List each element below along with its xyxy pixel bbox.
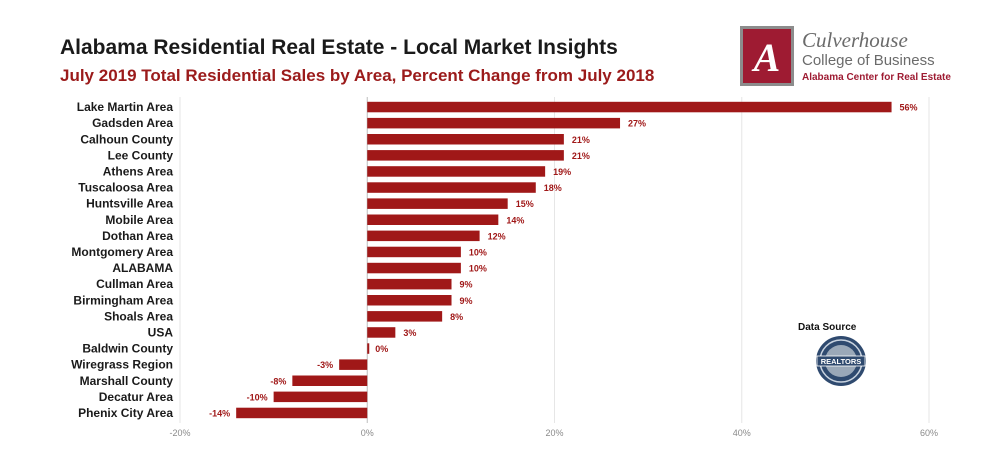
bar [367,295,452,306]
logo-name: Culverhouse [802,28,908,52]
bar-value-label: 21% [572,151,590,161]
bar-value-label: 56% [900,103,918,113]
bar [236,407,368,419]
category-label: Birmingham Area [73,293,173,307]
bar-value-label: 21% [572,135,590,145]
category-label: USA [148,325,174,339]
bar-value-label: 10% [469,264,487,274]
bar-value-label: 8% [450,312,463,322]
bar [367,278,452,290]
category-label: Wiregrass Region [71,358,173,372]
category-label: Gadsden Area [92,116,173,130]
bar [273,391,368,403]
category-label: Athens Area [103,164,174,178]
bar [367,327,396,338]
category-label: Lake Martin Area [77,100,174,114]
bar [367,101,892,113]
category-label: Shoals Area [104,309,173,323]
category-label: Montgomery Area [71,245,173,259]
logo-college: College of Business [802,52,935,69]
category-label: Lee County [108,148,174,162]
bar [367,198,508,209]
bar-value-label: 0% [375,344,388,354]
category-label: Tuscaloosa Area [78,181,173,195]
category-label: Dothan Area [102,229,173,243]
bar-value-label: -3% [317,360,333,370]
bar [367,182,536,193]
x-tick-label: 0% [361,428,374,438]
bar [367,166,546,177]
bar-value-label: -14% [209,408,230,418]
category-label: Baldwin County [82,342,173,356]
bar-value-label: 14% [506,215,524,225]
category-label: Huntsville Area [86,197,173,211]
logo-mark-letter: A [751,35,781,80]
bar [339,359,368,370]
category-label: ALABAMA [112,261,173,275]
alabama-a-logo-icon: A [740,26,794,86]
bar-value-label: -8% [270,376,286,386]
category-label: Decatur Area [99,390,174,404]
category-label: Phenix City Area [78,406,173,420]
bar [292,375,368,386]
x-tick-label: -20% [169,428,190,438]
bar-value-label: 10% [469,247,487,257]
category-label: Mobile Area [105,213,173,227]
x-tick-label: 40% [733,428,751,438]
bar [367,134,564,145]
chart-title: Alabama Residential Real Estate - Local … [60,36,618,59]
bar [367,230,480,242]
bar-value-label: -10% [247,392,268,402]
realtors-seal-text: REALTORS [821,357,862,366]
category-label: Calhoun County [80,132,173,146]
bar-value-label: 19% [553,167,571,177]
category-label: Marshall County [80,374,174,388]
realtors-seal-icon: REALTORS [816,336,866,386]
bar-value-label: 12% [488,231,506,241]
bar [367,214,499,225]
bar [367,117,621,129]
bar [367,311,443,322]
data-source-label: Data Source [798,322,857,333]
chart-subtitle: July 2019 Total Residential Sales by Are… [60,66,655,85]
logo-center: Alabama Center for Real Estate [802,72,951,83]
bar-value-label: 3% [403,328,416,338]
bar-value-label: 9% [460,296,473,306]
category-label: Cullman Area [96,277,173,291]
bar [367,262,461,274]
bar-value-label: 18% [544,183,562,193]
bar-value-label: 27% [628,119,646,129]
bar-value-label: 15% [516,199,534,209]
bar-value-label: 9% [460,280,473,290]
bar [367,150,564,161]
bar [367,246,461,258]
x-tick-label: 20% [545,428,563,438]
x-tick-label: 60% [920,428,938,438]
bar [367,343,370,354]
culverhouse-logo: A Culverhouse College of Business Alabam… [740,26,980,90]
